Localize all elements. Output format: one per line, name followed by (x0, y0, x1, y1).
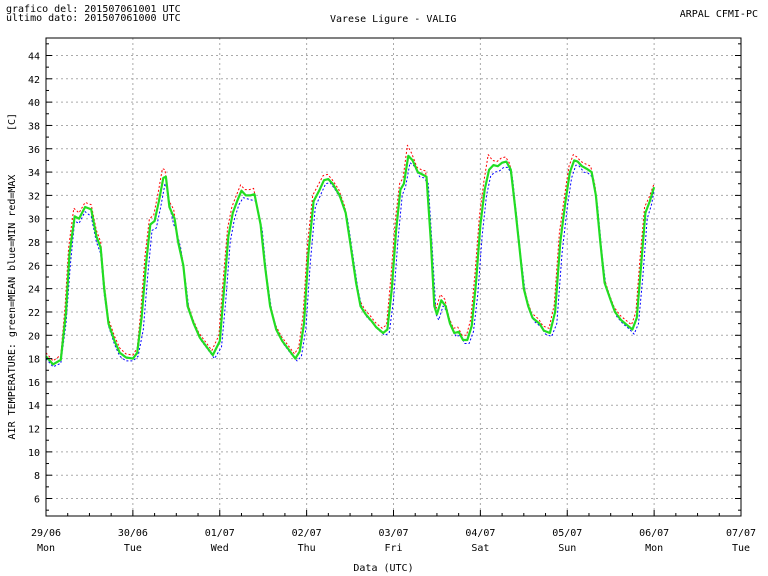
y-tick-label: 8 (34, 471, 40, 482)
x-tick-day-label: Sat (471, 543, 489, 554)
chart-generated-timestamp: grafico del: 201507061001 UTC (6, 4, 181, 15)
x-axis-ticks: 29/06 Mon 30/06 Tue 01/07 Wed 02/07 Thu 03/07 Fri… (31, 510, 756, 554)
x-tick-day-label: Fri (384, 543, 402, 554)
x-tick-day-label: Thu (298, 543, 316, 554)
y-axis-label: AIR TEMPERATURE: green=MEAN blue=MIN red… (7, 175, 18, 440)
grid-lines (46, 38, 741, 516)
x-tick-date-label: 05/07 (552, 528, 582, 539)
x-tick-day-label: Mon (37, 543, 55, 554)
series-layer (45, 144, 656, 368)
y-tick-label: 16 (28, 378, 40, 389)
x-tick-date-label: 01/07 (205, 528, 235, 539)
y-tick-label: 32 (28, 191, 40, 202)
x-tick-date-label: 03/07 (378, 528, 408, 539)
y-tick-label: 38 (28, 121, 40, 132)
x-tick-day-label: Tue (124, 543, 142, 554)
y-tick-label: 6 (34, 495, 40, 506)
y-tick-label: 28 (28, 238, 40, 249)
y-tick-label: 34 (28, 168, 40, 179)
series-line-min (45, 162, 655, 368)
x-tick-date-label: 30/06 (118, 528, 148, 539)
x-tick-day-label: Sun (558, 543, 576, 554)
y-tick-label: 44 (28, 51, 40, 62)
organization-label: ARPAL CFMI-PC (679, 9, 758, 20)
y-tick-label: 10 (28, 448, 40, 459)
y-tick-label: 40 (28, 98, 40, 109)
y-tick-label: 12 (28, 425, 40, 436)
last-data-timestamp: ultimo dato: 201507061000 UTC (6, 13, 181, 24)
x-tick-date-label: 06/07 (639, 528, 669, 539)
y-axis-ticks: 6 8 10 12 14 16 18 20 22 24 26 28 30 32 34 36 38 40 42 44 (28, 43, 741, 511)
y-tick-label: 42 (28, 75, 40, 86)
y-tick-label: 22 (28, 308, 40, 319)
y-tick-label: 18 (28, 355, 40, 366)
unit-label: [C] (7, 113, 18, 131)
y-tick-label: 24 (28, 285, 40, 296)
y-tick-label: 14 (28, 401, 40, 412)
station-title: Varese Ligure - VALIG (330, 14, 457, 25)
x-tick-date-label: 29/06 (31, 528, 61, 539)
y-tick-label: 26 (28, 261, 40, 272)
series-line-mean (45, 154, 656, 366)
y-tick-label: 20 (28, 331, 40, 342)
x-axis-label: Data (UTC) (353, 563, 413, 574)
x-tick-date-label: 02/07 (292, 528, 322, 539)
y-tick-label: 30 (28, 215, 40, 226)
x-tick-date-label: 07/07 (726, 528, 756, 539)
series-line-max (45, 144, 655, 362)
y-tick-label: 36 (28, 145, 40, 156)
x-tick-day-label: Wed (211, 543, 229, 554)
x-tick-day-label: Mon (645, 543, 663, 554)
x-tick-day-label: Tue (732, 543, 750, 554)
x-tick-date-label: 04/07 (465, 528, 495, 539)
